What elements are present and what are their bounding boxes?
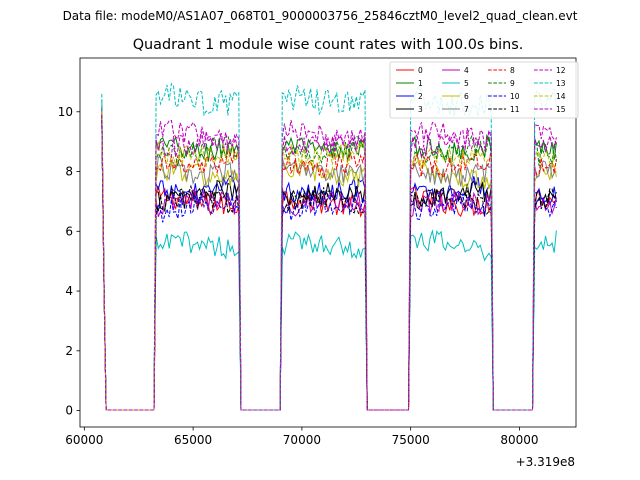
- x-offset-label: +3.319e8: [516, 455, 575, 469]
- y-tick-label: 8: [65, 165, 73, 179]
- legend-label-15: 15: [556, 105, 566, 114]
- legend-label-13: 13: [556, 79, 566, 88]
- legend-label-3: 3: [418, 105, 423, 114]
- series-line-7: [101, 111, 557, 411]
- series-line-12: [101, 108, 557, 411]
- legend-label-9: 9: [510, 79, 515, 88]
- axes-layer: 60000 65000 70000 75000 80000 0 2 4 6 8 10: [58, 105, 539, 447]
- series-line-15: [101, 114, 557, 411]
- series-line-8: [101, 108, 557, 411]
- legend-label-0: 0: [418, 66, 423, 75]
- legend-label-14: 14: [556, 92, 566, 101]
- legend-label-12: 12: [556, 66, 566, 75]
- legend-label-6: 6: [464, 92, 469, 101]
- x-tick-label: 60000: [65, 433, 103, 447]
- chart-title: Quadrant 1 module wise count rates with …: [133, 37, 524, 53]
- plot-frame: [79, 57, 577, 428]
- series-line-11: [101, 117, 557, 411]
- y-tick-label: 6: [65, 224, 73, 238]
- legend-box: [389, 61, 579, 119]
- legend-label-8: 8: [510, 66, 515, 75]
- series-line-4: [101, 120, 557, 411]
- y-tick-label: 4: [65, 284, 73, 298]
- legend-label-2: 2: [418, 92, 423, 101]
- x-tick-label: 75000: [392, 433, 430, 447]
- x-tick-label: 70000: [283, 433, 321, 447]
- series-line-5: [101, 99, 557, 411]
- y-tick-label: 0: [65, 404, 73, 418]
- legend-label-4: 4: [464, 66, 469, 75]
- legend-label-10: 10: [510, 92, 520, 101]
- x-tick-label: 65000: [174, 433, 212, 447]
- legend-label-5: 5: [464, 79, 469, 88]
- figure-suptitle: Data file: modeM0/AS1A07_068T01_90000037…: [63, 9, 578, 23]
- series-line-3: [101, 114, 557, 411]
- series-line-10: [101, 123, 557, 411]
- x-tick-label: 80000: [500, 433, 538, 447]
- y-tick-label: 10: [58, 105, 73, 119]
- series-line-14: [101, 111, 557, 411]
- legend-label-1: 1: [418, 79, 423, 88]
- legend-label-11: 11: [510, 105, 520, 114]
- legend-label-7: 7: [464, 105, 469, 114]
- y-tick-label: 2: [65, 344, 73, 358]
